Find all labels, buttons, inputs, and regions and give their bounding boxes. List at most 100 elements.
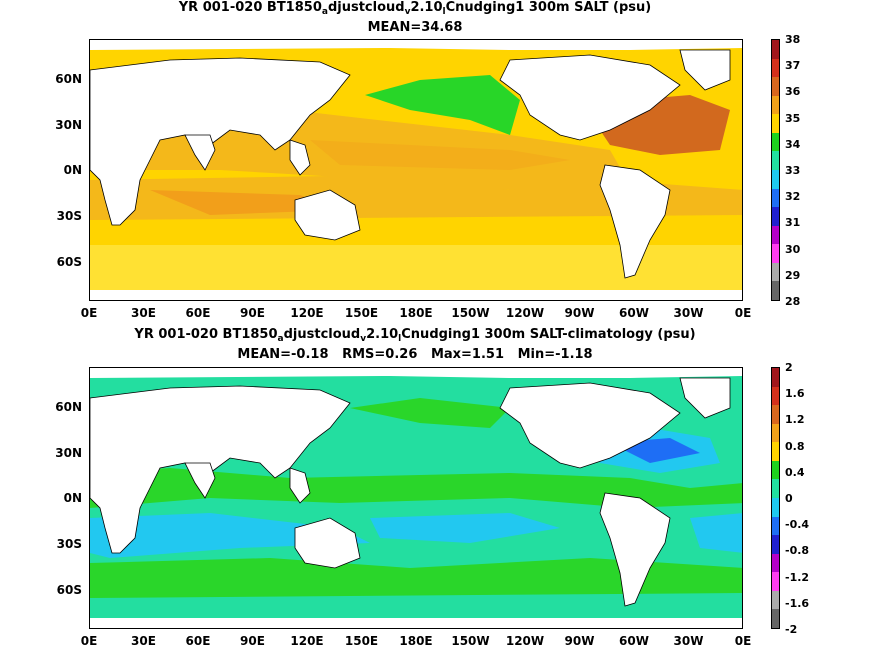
colorbar-label: 0	[785, 492, 793, 505]
colorbar-segment	[772, 460, 779, 480]
colorbar-segment	[772, 132, 779, 152]
colorbar-segment	[772, 405, 779, 425]
colorbar-label: 34	[785, 137, 801, 151]
colorbar-label: 28	[785, 295, 801, 308]
colorbar-label: 30	[785, 242, 801, 256]
x-tick-label: 90W	[564, 634, 595, 648]
colorbar-segment	[772, 368, 779, 388]
colorbar-segment	[772, 479, 779, 499]
x-tick-label: 90E	[240, 634, 265, 648]
colorbar-segment	[772, 516, 779, 536]
colorbar-label: 1.6	[785, 387, 805, 401]
colorbar-segment	[772, 207, 779, 227]
colorbar-segment	[772, 262, 779, 282]
colorbar-label: -1.6	[785, 596, 810, 610]
y-tick-label: 60N	[55, 400, 82, 414]
x-tick-label: 60E	[185, 306, 211, 320]
y-tick-label: 60S	[56, 583, 82, 597]
title-sub: l	[442, 7, 446, 17]
x-tick-label: 0E	[734, 306, 752, 320]
title-part: YR 001-020 BT1850	[134, 327, 278, 342]
panel2-title: YR 001-020 BT1850adjustcloudv2.10lCnudgi…	[0, 327, 830, 344]
colorbar-segment	[772, 188, 779, 208]
x-tick-label: 30W	[673, 306, 704, 320]
y-tick-label: 30N	[55, 446, 82, 460]
title-sub: v	[360, 334, 367, 344]
x-tick-label: 120W	[505, 634, 545, 648]
title-part: YR 001-020 BT1850	[178, 0, 322, 15]
map-panel-difference	[89, 367, 743, 629]
colorbar-segment	[772, 572, 779, 592]
title-part: djustcloud	[283, 327, 361, 342]
colorbar-label: 0.8	[785, 439, 805, 453]
colorbar-segment	[772, 590, 779, 610]
title-part: 2.10	[410, 0, 443, 15]
colorbar-label: -2	[785, 623, 798, 636]
colorbar-segment	[772, 170, 779, 190]
colorbar-label: -0.8	[785, 544, 810, 558]
colorbar-label: 37	[785, 59, 801, 73]
colorbar-label: 1.2	[785, 413, 805, 427]
colorbar-label: 35	[785, 111, 801, 125]
y-tick-label: 60N	[55, 72, 82, 86]
title-sub: a	[277, 334, 284, 344]
title-sub: l	[398, 334, 402, 344]
colorbar-difference	[771, 367, 780, 629]
colorbar-segment	[772, 225, 779, 245]
x-tick-label: 60W	[619, 634, 649, 648]
title-part: Cnudging1 300m SALT-climatology (psu)	[401, 327, 696, 342]
colorbar-label: 29	[785, 268, 801, 282]
colorbar-label: 32	[785, 190, 801, 204]
x-tick-label: 120E	[290, 634, 324, 648]
x-tick-label: 30E	[131, 306, 156, 320]
colorbar-segment	[772, 442, 779, 462]
difference-map	[90, 368, 742, 628]
title-part: Cnudging1 300m SALT (psu)	[445, 0, 652, 15]
colorbar-label: -0.4	[785, 518, 810, 532]
x-tick-label: 120E	[290, 306, 324, 320]
panel1-subtitle: MEAN=34.68	[367, 20, 463, 35]
y-tick-label: 30N	[55, 118, 82, 132]
panel1-title: YR 001-020 BT1850adjustcloudv2.10lCnudgi…	[0, 0, 830, 17]
colorbar-segment	[772, 609, 779, 629]
x-tick-label: 90E	[240, 306, 265, 320]
colorbar-label: 33	[785, 164, 801, 177]
x-tick-label: 0E	[80, 306, 98, 320]
y-tick-label: 30S	[56, 209, 82, 223]
colorbar-label: 38	[785, 33, 801, 46]
colorbar-segment	[772, 553, 779, 573]
x-tick-label: 180E	[399, 634, 433, 648]
colorbar-segment	[772, 40, 779, 60]
colorbar-segment	[772, 281, 779, 301]
colorbar-segment	[772, 95, 779, 115]
title-sub: v	[404, 7, 411, 17]
colorbar-segment	[772, 498, 779, 518]
colorbar-segment	[772, 386, 779, 406]
x-tick-label: 150W	[451, 306, 490, 320]
colorbar-label: 36	[785, 85, 801, 99]
salinity-map	[90, 40, 742, 300]
colorbar-label: 31	[785, 216, 801, 230]
colorbar-label: 2	[785, 361, 793, 374]
y-tick-label: 0N	[63, 163, 82, 177]
x-tick-label: 150E	[344, 306, 379, 320]
x-tick-label: 30W	[673, 634, 704, 648]
colorbar-segment	[772, 423, 779, 443]
colorbar-label: -1.2	[785, 570, 810, 584]
x-tick-label: 120W	[505, 306, 545, 320]
title-part: 2.10	[366, 327, 399, 342]
colorbar-segment	[772, 77, 779, 97]
y-tick-label: 30S	[56, 537, 82, 551]
x-tick-label: 0E	[80, 634, 98, 648]
colorbar-segment	[772, 58, 779, 78]
x-tick-label: 0E	[734, 634, 752, 648]
y-tick-label: 60S	[56, 255, 82, 269]
x-tick-label: 150E	[344, 634, 379, 648]
x-tick-label: 60W	[619, 306, 649, 320]
colorbar-segment	[772, 535, 779, 555]
title-sub: a	[321, 7, 328, 17]
y-tick-label: 0N	[63, 491, 82, 505]
x-tick-label: 90W	[564, 306, 595, 320]
panel2-subtitle: MEAN=-0.18 RMS=0.26 Max=1.51 Min=-1.18	[237, 347, 593, 362]
x-tick-label: 180E	[399, 306, 433, 320]
